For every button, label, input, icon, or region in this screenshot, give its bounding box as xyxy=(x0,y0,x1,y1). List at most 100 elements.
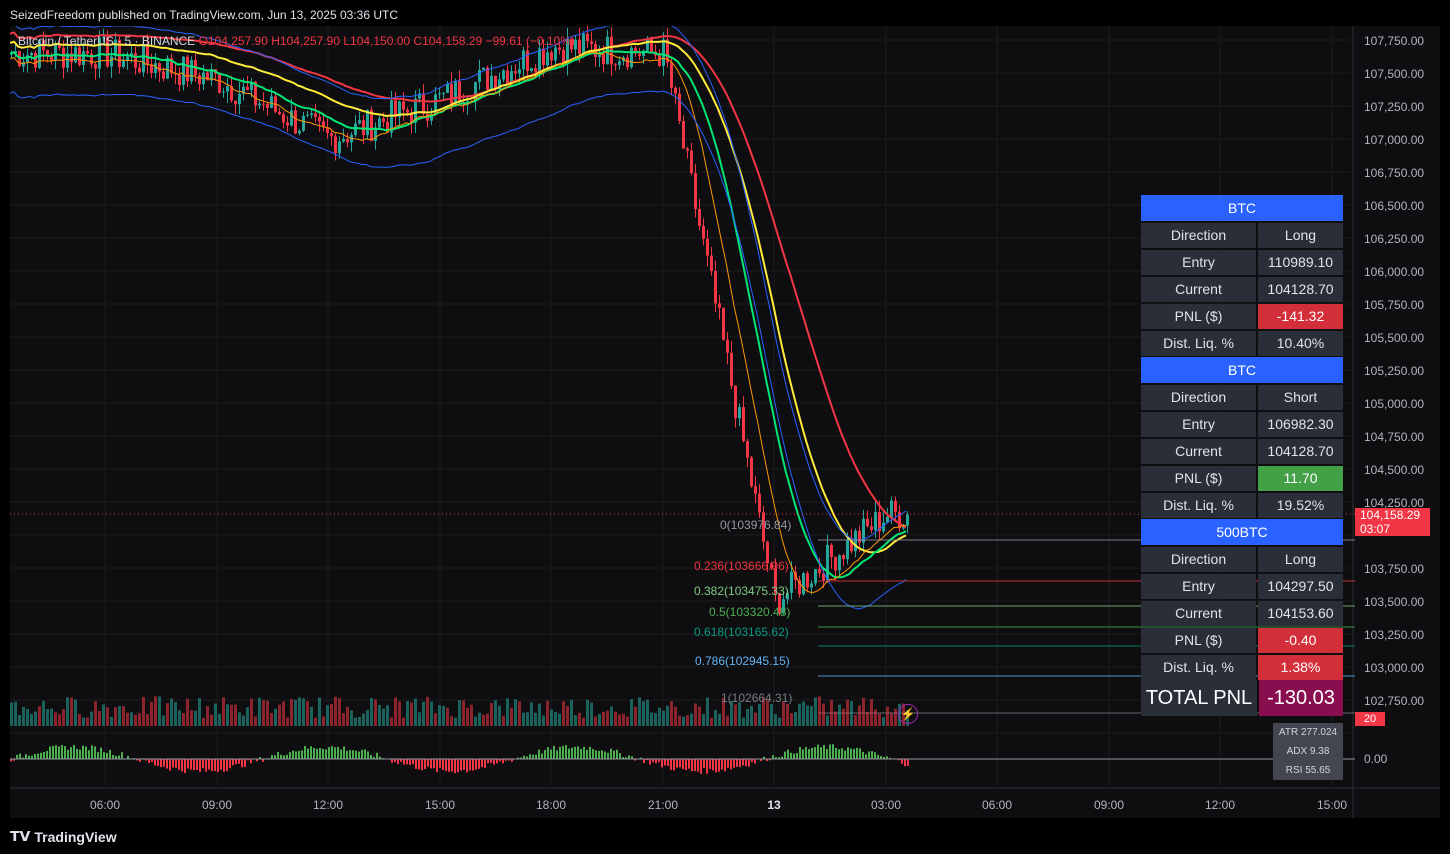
footer-brand[interactable]: 𝗧𝗩 TradingView xyxy=(10,828,117,845)
candle-body xyxy=(498,79,501,90)
oscillator-bar xyxy=(118,755,120,759)
time-tick-label: 15:00 xyxy=(424,798,456,812)
oscillator-bar xyxy=(871,751,873,759)
lightning-icon[interactable]: ⚡ xyxy=(898,704,918,724)
volume-bar xyxy=(490,703,493,726)
oscillator-bar xyxy=(760,759,762,762)
volume-bar xyxy=(678,715,681,726)
ohlc-low: L104,150.00 xyxy=(343,34,411,48)
oscillator-bar xyxy=(865,754,867,759)
position-row: PNL ($) -0.40 xyxy=(1141,628,1343,653)
volume-bar xyxy=(314,717,317,726)
candle-body xyxy=(566,38,569,65)
volume-bar xyxy=(470,704,473,726)
candle-body xyxy=(514,71,517,74)
oscillator-bar xyxy=(379,756,381,759)
candle-body xyxy=(582,33,585,54)
volume-bar xyxy=(174,702,177,726)
publish-line: SeizedFreedom published on TradingView.c… xyxy=(10,8,399,22)
volume-bar xyxy=(558,713,561,726)
volume-bar xyxy=(74,699,77,726)
oscillator-bar xyxy=(283,755,285,759)
oscillator-bar xyxy=(58,746,60,759)
oscillator-bar xyxy=(172,759,174,768)
position-row: Direction Short xyxy=(1141,385,1343,410)
volume-bar xyxy=(610,706,613,726)
oscillator-bar xyxy=(178,759,180,770)
candle-body xyxy=(874,512,877,531)
candle-body xyxy=(54,43,57,61)
oscillator-bar xyxy=(697,759,699,772)
volume-bar xyxy=(350,710,353,726)
volume-bar xyxy=(486,713,489,726)
candle-body xyxy=(34,52,37,68)
oscillator-bar xyxy=(673,759,675,771)
position-value: 104128.70 xyxy=(1258,277,1343,302)
oscillator-bar xyxy=(763,756,765,759)
volume-bar xyxy=(546,700,549,726)
oscillator-bar xyxy=(286,754,288,759)
price-tick-label: 105,750.00 xyxy=(1364,298,1425,312)
candle-body xyxy=(562,49,565,65)
position-value: 104128.70 xyxy=(1258,439,1343,464)
time-tick-label: 12:00 xyxy=(1204,798,1236,812)
oscillator-bar xyxy=(370,754,372,759)
position-value: 10.40% xyxy=(1258,331,1343,356)
volume-bar xyxy=(266,700,269,726)
oscillator-bar xyxy=(595,750,597,759)
oscillator-bar xyxy=(790,752,792,759)
time-tick-label: 06:00 xyxy=(89,798,121,812)
candle-body xyxy=(66,53,69,68)
candle-body xyxy=(634,47,637,54)
symbol-legend[interactable]: Bitcoin / TetherUS · 5 · BINANCE O104,25… xyxy=(18,34,575,48)
oscillator-bar xyxy=(817,744,819,759)
candle-body xyxy=(818,569,821,574)
volume-bar xyxy=(838,704,841,726)
volume-bar xyxy=(302,698,305,726)
oscillator-bar xyxy=(619,753,621,759)
oscillator-bar xyxy=(226,759,228,772)
volume-bar xyxy=(422,701,425,726)
volume-bar xyxy=(682,716,685,726)
oscillator-bar xyxy=(541,753,543,759)
volume-bar xyxy=(118,706,121,726)
candle-body xyxy=(206,72,209,81)
candle-body xyxy=(162,71,165,79)
oscillator-bar xyxy=(106,752,108,759)
oscillator-bar xyxy=(784,751,786,759)
price-chart[interactable]: Bitcoin / TetherUS · 5 · BINANCE O104,25… xyxy=(10,26,1440,818)
position-key: PNL ($) xyxy=(1141,304,1256,329)
candle-body xyxy=(382,118,385,122)
volume-bar xyxy=(290,698,293,726)
price-tick-label: 105,250.00 xyxy=(1364,364,1425,378)
oscillator-bar xyxy=(571,747,573,759)
volume-bar xyxy=(814,697,817,726)
candle-body xyxy=(218,73,221,93)
oscillator-bar xyxy=(601,750,603,759)
volume-bar xyxy=(210,714,213,726)
oscillator-bar xyxy=(25,754,27,759)
oscillator-bar xyxy=(463,759,465,770)
oscillator-bar xyxy=(247,759,249,761)
volume-bar xyxy=(94,701,97,726)
oscillator-bar xyxy=(430,759,432,769)
volume-bar xyxy=(466,707,469,726)
oscillator-bar xyxy=(295,751,297,759)
volume-bar xyxy=(370,698,373,726)
candle-body xyxy=(666,39,669,63)
position-row: Entry 104297.50 xyxy=(1141,574,1343,599)
oscillator-bar xyxy=(700,759,702,774)
oscillator-bar xyxy=(586,749,588,759)
volume-bar xyxy=(590,702,593,726)
volume-bar xyxy=(738,702,741,726)
candle-body xyxy=(386,121,389,133)
oscillator-bar xyxy=(175,759,177,768)
volume-bar xyxy=(566,706,569,726)
volume-bar xyxy=(414,698,417,726)
oscillator-bar xyxy=(244,759,246,767)
volume-bar xyxy=(278,704,281,726)
volume-bar xyxy=(782,701,785,726)
candle-body xyxy=(174,73,177,75)
candle-body xyxy=(714,270,717,304)
oscillator-bar xyxy=(550,749,552,759)
